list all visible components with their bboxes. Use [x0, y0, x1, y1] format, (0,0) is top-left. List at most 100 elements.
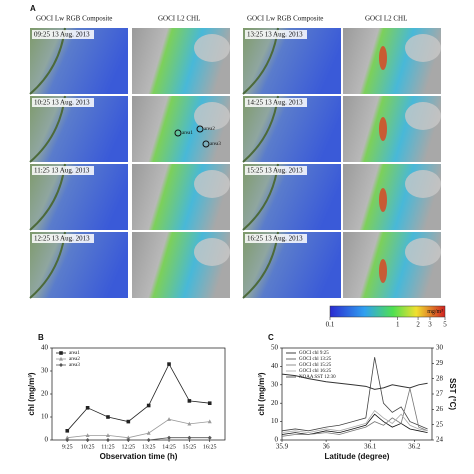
y-axis-label: chl (mg/m³) — [27, 372, 36, 415]
colorbar-tick-label: 3 — [428, 321, 432, 329]
colorbar-tick-label: 5 — [443, 321, 447, 329]
y-tick-label: 10 — [271, 417, 279, 425]
time-box — [245, 98, 307, 107]
cloud — [405, 102, 441, 130]
legend-label: GOCI chl 15:25 — [299, 363, 332, 368]
marker — [187, 399, 192, 403]
colorbar-tick-label: 1 — [396, 321, 400, 329]
marker — [187, 435, 192, 440]
legend-label: GOCI chl 13:25 — [299, 357, 332, 362]
series-line — [281, 413, 428, 435]
x-tick-label: 36 — [323, 443, 331, 451]
area-label: area2 — [204, 127, 215, 132]
bloom — [379, 259, 387, 283]
marker — [207, 401, 212, 405]
column-header: GOCI Lw RGB Composite — [36, 15, 112, 23]
time-box — [245, 234, 307, 243]
marker — [65, 429, 70, 433]
marker — [65, 438, 70, 442]
column-header: GOCI Lw RGB Composite — [247, 15, 323, 23]
time-box — [32, 30, 94, 39]
y2-tick-label: 25 — [436, 420, 444, 428]
x-tick-label: 9:25 — [62, 444, 73, 450]
time-label: 14:25 13 Aug. 2013 — [247, 99, 303, 107]
cloud — [405, 238, 441, 266]
area-marker — [174, 129, 182, 137]
cloud — [405, 34, 441, 62]
marker — [59, 356, 63, 361]
time-label: 09:25 13 Aug. 2013 — [34, 31, 90, 39]
panel-label: C — [268, 333, 274, 342]
y2-tick-label: 30 — [436, 344, 444, 352]
x-tick-label: 35.9 — [276, 443, 289, 451]
y2-tick-label: 24 — [436, 436, 444, 444]
marker — [126, 435, 131, 440]
bloom — [379, 188, 387, 212]
marker — [126, 419, 131, 424]
marker — [85, 406, 90, 410]
time-box — [245, 166, 307, 175]
marker — [167, 417, 172, 421]
x-tick-label: 13:25 — [142, 444, 156, 450]
series-line — [281, 388, 428, 437]
area-marker — [202, 140, 210, 148]
legend-label: NOAA SST 12:30 — [299, 375, 336, 380]
y2-axis-label: SST (°C) — [448, 378, 457, 410]
legend-label: area2 — [69, 357, 80, 362]
marker — [167, 435, 172, 440]
chart: 35.9 36 36.1 36.2 0 10 20 30 40 50 24 25 26 27 28 29 30 C… — [257, 333, 457, 461]
series-line — [67, 418, 210, 439]
y-tick-label: 30 — [41, 367, 49, 375]
marker — [207, 419, 212, 424]
bloom — [379, 117, 387, 141]
marker — [85, 433, 90, 437]
series-line — [66, 363, 210, 432]
time-label: 13:25 13 Aug. 2013 — [247, 31, 303, 39]
x-tick-label: 11:25 — [101, 444, 114, 450]
x-tick-label: 16:25 — [203, 444, 217, 450]
cloud — [194, 102, 230, 130]
y2-tick-label: 29 — [436, 359, 444, 367]
x-tick-label: 14:25 — [162, 444, 176, 450]
y-tick-label: 40 — [271, 362, 279, 370]
colorbar-tick-label: 2 — [416, 321, 420, 329]
cloud — [405, 170, 441, 198]
legend-label: area3 — [69, 363, 80, 368]
marker — [146, 403, 151, 408]
y2-tick-label: 26 — [436, 405, 444, 413]
series-line — [67, 437, 210, 441]
x-tick-label: 36.2 — [408, 443, 421, 451]
time-label: 15:25 13 Aug. 2013 — [247, 167, 303, 175]
time-label: 10:25 13 Aug. 2013 — [34, 99, 90, 107]
marker — [59, 351, 63, 355]
marker — [85, 438, 90, 442]
series-line — [281, 373, 428, 390]
marker — [105, 438, 110, 442]
marker — [167, 362, 171, 366]
y-axis-label: chl (mg/m³) — [257, 372, 266, 415]
column-header: GOCI L2 CHL — [158, 15, 200, 23]
time-box — [32, 98, 94, 107]
panel-label: A — [30, 4, 36, 13]
time-label: 11:25 13 Aug. 2013 — [34, 167, 90, 175]
y-tick-label: 50 — [271, 344, 279, 352]
marker — [187, 421, 192, 426]
marker — [146, 430, 151, 435]
panel-a: A GOCI Lw RGB Composite GOCI L2 CHL GOCI… — [30, 4, 407, 23]
marker — [207, 435, 212, 440]
legend-label: GOCI chl 16:25 — [299, 369, 332, 374]
y-tick-label: 30 — [271, 380, 279, 388]
legend-label: area1 — [69, 351, 80, 356]
chart: 9:25 10:25 11:25 12:25 13:25 14:25 15:25 16:25 0… — [27, 333, 226, 461]
colorbar-unit: mg/m³ — [427, 309, 443, 315]
bloom — [379, 46, 387, 70]
marker — [65, 435, 70, 440]
time-box — [32, 234, 94, 243]
cloud — [194, 170, 230, 198]
legend-label: GOCI chl 9:25 — [299, 351, 329, 356]
x-axis-label: Observation time (h) — [100, 452, 178, 461]
cloud — [194, 34, 230, 62]
series-line — [281, 409, 428, 434]
column-header: GOCI L2 CHL — [365, 15, 407, 23]
